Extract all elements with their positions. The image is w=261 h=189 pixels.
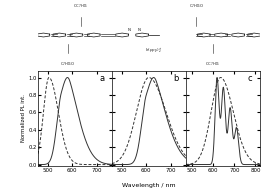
Y-axis label: Normalized PL int.: Normalized PL int. [21,94,26,142]
Text: C$_7$H$_{15}$O: C$_7$H$_{15}$O [189,3,204,10]
Text: c: c [248,74,252,83]
Text: $\mathit{Ir(ppy)_2^+}$: $\mathit{Ir(ppy)_2^+}$ [145,46,163,55]
Text: OC$_7$H$_{15}$: OC$_7$H$_{15}$ [205,61,221,68]
Text: C$_7$H$_{15}$O: C$_7$H$_{15}$O [60,61,75,68]
Text: OC$_7$H$_{15}$: OC$_7$H$_{15}$ [73,3,89,10]
Text: Wavelength / nm: Wavelength / nm [122,183,176,188]
Text: b: b [173,74,178,83]
Text: N: N [128,28,131,32]
Text: N: N [137,28,140,32]
Text: a: a [99,74,104,83]
